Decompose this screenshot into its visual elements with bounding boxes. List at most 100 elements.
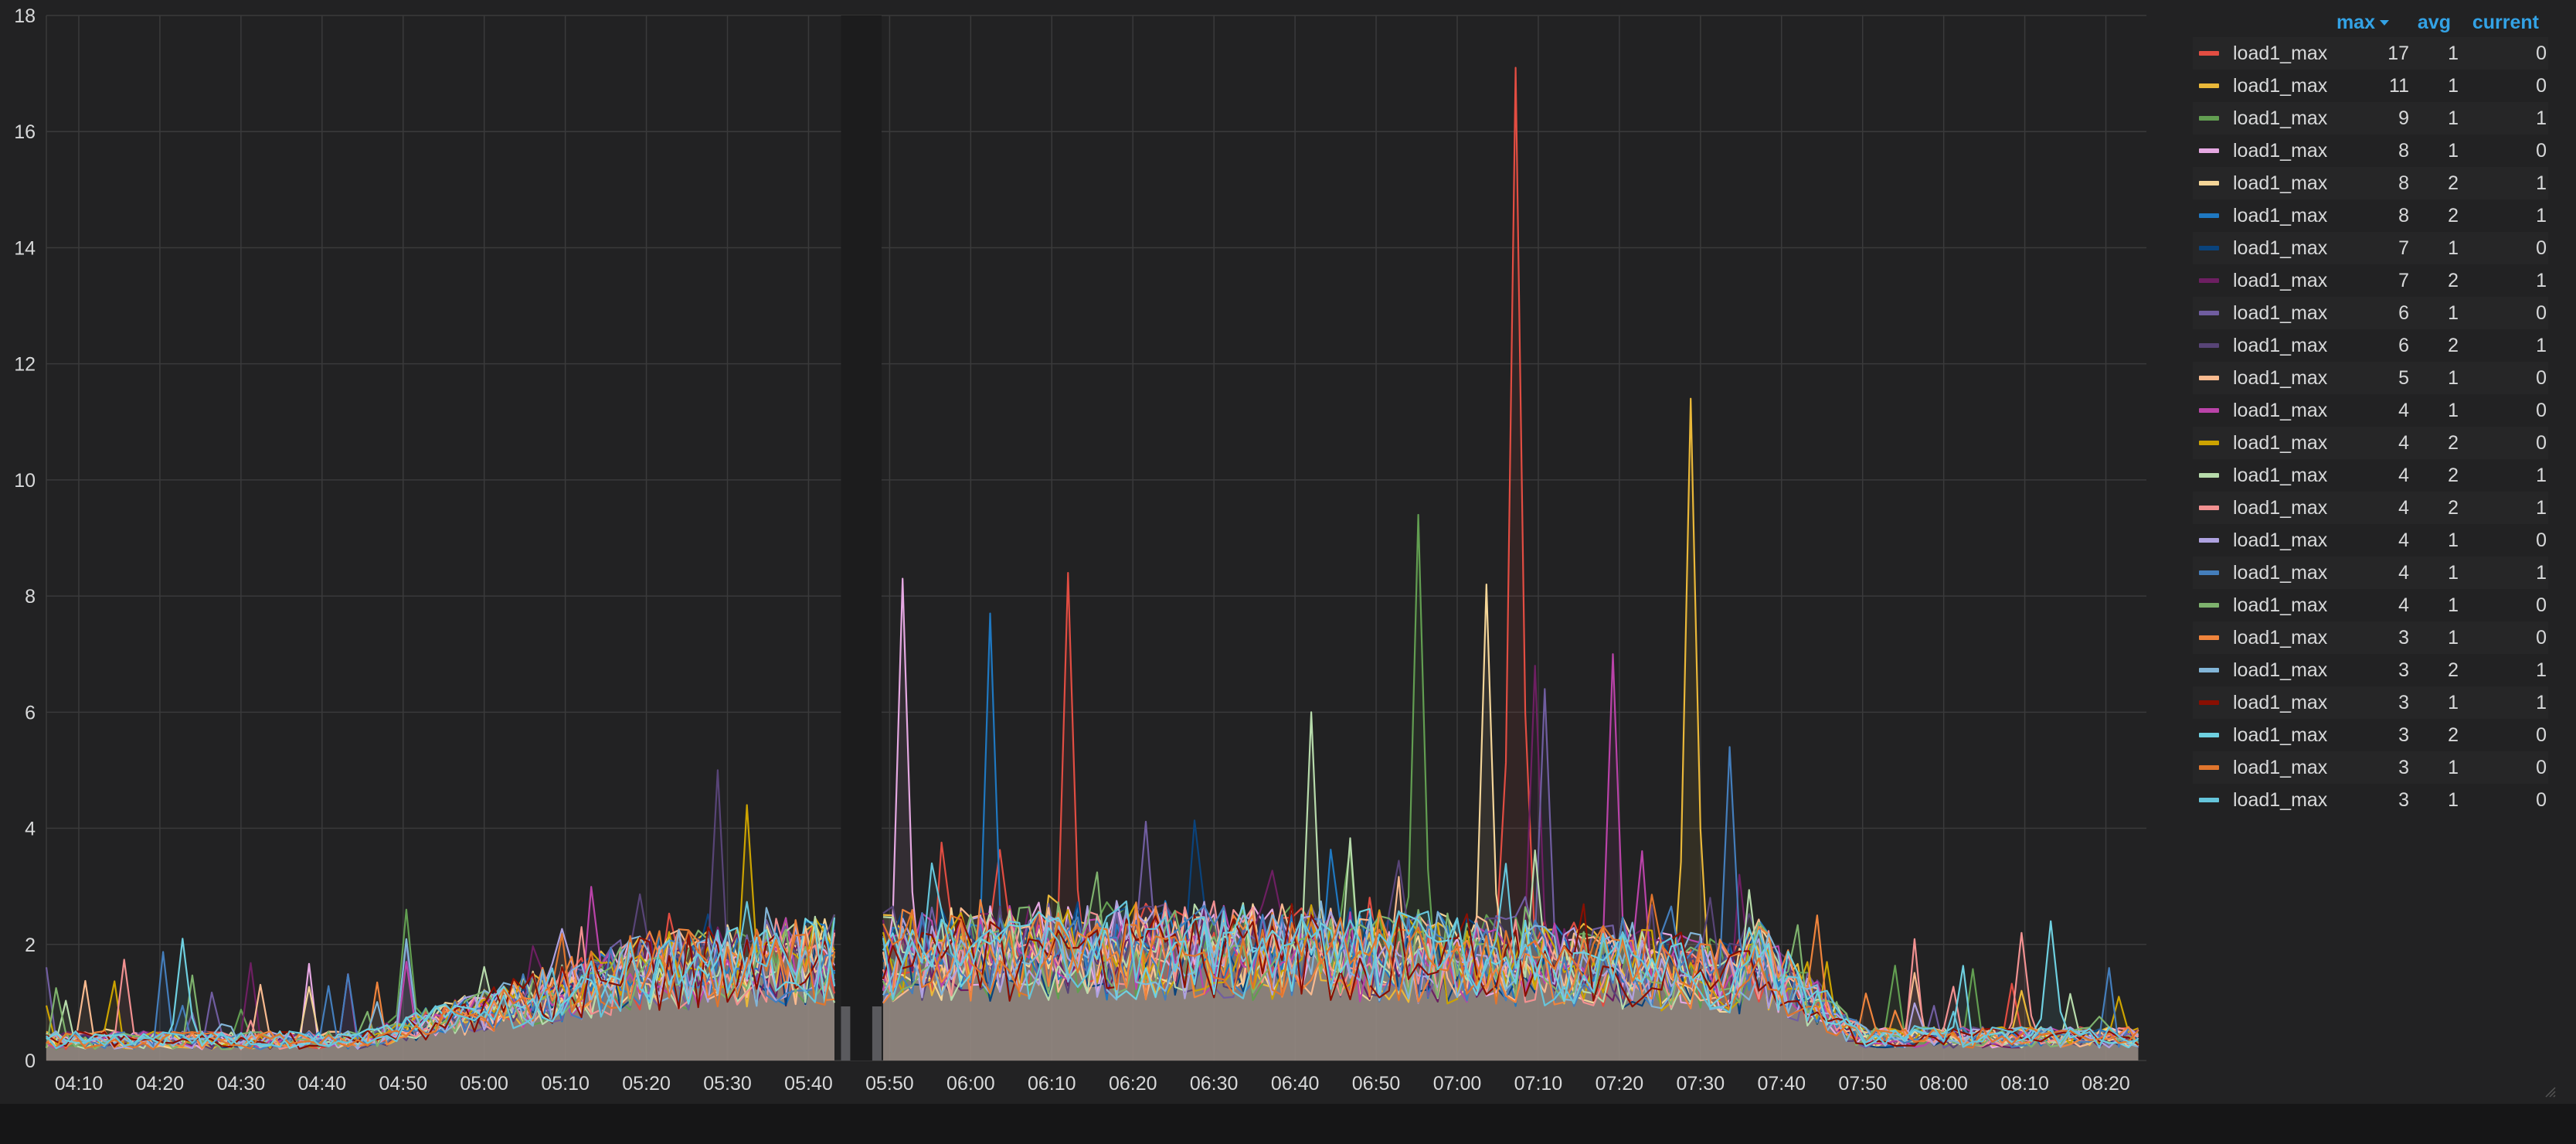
series-name[interactable]: load1_max [2233, 529, 2328, 551]
series-color-swatch[interactable] [2199, 116, 2219, 121]
legend-row[interactable]: load1_max 9 1 1 [2193, 102, 2548, 134]
series-name[interactable]: load1_max [2233, 139, 2328, 162]
series-name[interactable]: load1_max [2233, 724, 2328, 746]
series-name[interactable]: load1_max [2233, 691, 2328, 713]
legend-row[interactable]: load1_max 5 1 0 [2193, 362, 2548, 394]
series-name[interactable]: load1_max [2233, 107, 2328, 129]
series-name[interactable]: load1_max [2233, 626, 2328, 649]
series-name[interactable]: load1_max [2233, 594, 2328, 616]
series-area [46, 930, 834, 1061]
legend-row[interactable]: load1_max 8 2 1 [2193, 167, 2548, 199]
series-name[interactable]: load1_max [2233, 431, 2328, 454]
legend-row[interactable]: load1_max 3 1 0 [2193, 751, 2548, 784]
series-color-swatch[interactable] [2199, 441, 2219, 445]
series-max-value: 17 [2387, 42, 2409, 64]
series-color-swatch[interactable] [2199, 700, 2219, 705]
series-name[interactable]: load1_max [2233, 172, 2328, 194]
series-name[interactable]: load1_max [2233, 204, 2328, 226]
legend-row[interactable]: load1_max 4 1 1 [2193, 557, 2548, 589]
series-color-swatch[interactable] [2199, 311, 2219, 315]
series-color-swatch[interactable] [2199, 278, 2219, 283]
series-name[interactable]: load1_max [2233, 366, 2328, 389]
legend-row[interactable]: load1_max 4 2 1 [2193, 459, 2548, 492]
series-name[interactable]: load1_max [2233, 659, 2328, 681]
series-max-value: 7 [2398, 269, 2409, 291]
legend-row[interactable]: load1_max 4 1 0 [2193, 589, 2548, 621]
series-color-swatch[interactable] [2199, 798, 2219, 802]
legend-row[interactable]: load1_max 4 2 1 [2193, 492, 2548, 524]
series-name[interactable]: load1_max [2233, 301, 2328, 324]
series-name[interactable]: load1_max [2233, 464, 2328, 486]
legend-row[interactable]: load1_max 3 1 1 [2193, 686, 2548, 719]
series-color-swatch[interactable] [2199, 343, 2219, 348]
series-color-swatch[interactable] [2199, 376, 2219, 380]
legend-row[interactable]: load1_max 3 1 0 [2193, 621, 2548, 654]
series-color-swatch[interactable] [2199, 733, 2219, 737]
legend-row[interactable]: load1_max 3 2 0 [2193, 719, 2548, 751]
series-area [46, 916, 834, 1061]
x-tick-label: 04:40 [298, 1073, 347, 1095]
x-tick-label: 05:20 [622, 1073, 671, 1095]
series-color-swatch[interactable] [2199, 603, 2219, 608]
series-line [46, 901, 836, 1050]
legend-row[interactable]: load1_max 6 1 0 [2193, 297, 2548, 329]
legend-row[interactable]: load1_max 11 1 0 [2193, 70, 2548, 102]
series-name[interactable]: load1_max [2233, 334, 2328, 356]
series-color-swatch[interactable] [2199, 765, 2219, 770]
legend-row[interactable]: load1_max 6 2 1 [2193, 329, 2548, 362]
legend-row[interactable]: load1_max 8 1 0 [2193, 134, 2548, 167]
series-area [46, 924, 834, 1061]
legend-row[interactable]: load1_max 3 2 1 [2193, 654, 2548, 686]
series-area [883, 67, 2139, 1061]
series-name[interactable]: load1_max [2233, 269, 2328, 291]
series-area [46, 805, 834, 1061]
series-avg-value: 2 [2448, 496, 2459, 519]
series-color-swatch[interactable] [2199, 473, 2219, 478]
legend-row[interactable]: load1_max 17 1 0 [2193, 37, 2548, 70]
series-areas [46, 67, 2139, 1061]
series-name[interactable]: load1_max [2233, 788, 2328, 811]
series-name[interactable]: load1_max [2233, 74, 2328, 97]
sort-by-avg-header[interactable]: avg [2417, 11, 2451, 33]
legend-row[interactable]: load1_max 4 1 0 [2193, 524, 2548, 557]
series-color-swatch[interactable] [2199, 83, 2219, 88]
legend-row[interactable]: load1_max 7 1 0 [2193, 232, 2548, 264]
series-color-swatch[interactable] [2199, 538, 2219, 543]
series-color-swatch[interactable] [2199, 635, 2219, 640]
series-color-swatch[interactable] [2199, 408, 2219, 413]
legend-row[interactable]: load1_max 3 1 0 [2193, 784, 2548, 816]
series-color-swatch[interactable] [2199, 51, 2219, 56]
x-tick-label: 05:10 [541, 1073, 590, 1095]
series-color-swatch[interactable] [2199, 506, 2219, 510]
series-name[interactable]: load1_max [2233, 496, 2328, 519]
series-color-swatch[interactable] [2199, 246, 2219, 250]
resize-handle-icon[interactable] [2542, 1084, 2556, 1098]
series-name[interactable]: load1_max [2233, 237, 2328, 259]
series-name[interactable]: load1_max [2233, 42, 2328, 64]
series-color-swatch[interactable] [2199, 668, 2219, 672]
series-current-value: 1 [2536, 659, 2547, 681]
series-max-value: 4 [2398, 399, 2409, 421]
legend-row[interactable]: load1_max 7 2 1 [2193, 264, 2548, 297]
series-color-swatch[interactable] [2199, 148, 2219, 153]
sort-by-max-header[interactable]: max [2321, 12, 2389, 34]
x-tick-label: 07:50 [1838, 1073, 1887, 1095]
series-color-swatch[interactable] [2199, 213, 2219, 218]
series-name[interactable]: load1_max [2233, 756, 2328, 778]
legend-row[interactable]: load1_max 8 2 1 [2193, 199, 2548, 232]
series-current-value: 0 [2536, 301, 2547, 324]
legend-row[interactable]: load1_max 4 1 0 [2193, 394, 2548, 427]
y-tick-label: 8 [25, 586, 36, 608]
series-name[interactable]: load1_max [2233, 399, 2328, 421]
legend-row[interactable]: load1_max 4 2 0 [2193, 427, 2548, 459]
series-max-value: 4 [2398, 594, 2409, 616]
series-avg-value: 2 [2448, 724, 2459, 746]
sort-by-current-header[interactable]: current [2472, 11, 2539, 33]
series-name[interactable]: load1_max [2233, 561, 2328, 584]
series-line [882, 903, 2139, 1047]
series-area [46, 919, 834, 1061]
y-tick-label: 6 [25, 702, 36, 724]
series-area [46, 901, 834, 1061]
series-color-swatch[interactable] [2199, 570, 2219, 575]
series-color-swatch[interactable] [2199, 181, 2219, 186]
